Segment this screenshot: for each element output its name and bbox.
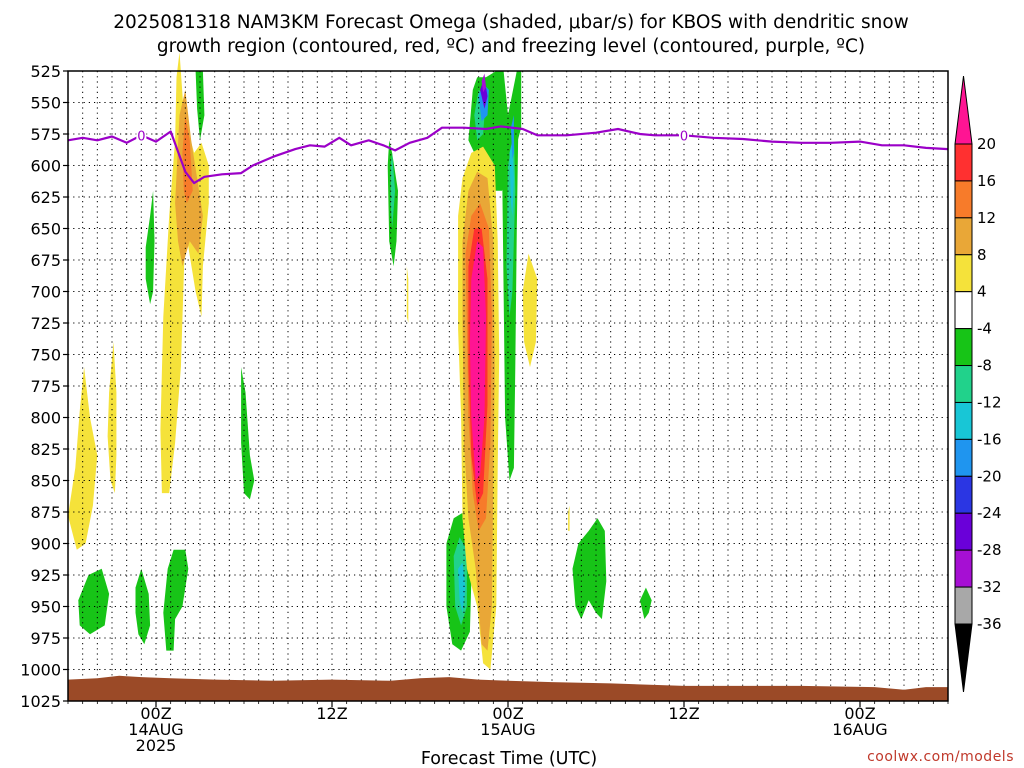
- x-tick-label: 12Z: [316, 704, 347, 723]
- omega-region: [107, 341, 117, 494]
- x-tick-label: 12Z: [668, 704, 699, 723]
- omega-region: [510, 115, 514, 160]
- freezing-level-label: 0: [680, 129, 688, 144]
- y-tick-label: 950: [30, 598, 61, 617]
- ground-fill: [68, 675, 948, 701]
- y-tick-label: 650: [30, 220, 61, 239]
- y-tick-label: 825: [30, 440, 61, 459]
- y-tick-label: 700: [30, 283, 61, 302]
- colorbar-bin: [954, 143, 973, 182]
- omega-region: [135, 568, 151, 645]
- omega-region: [195, 71, 205, 141]
- omega-region: [68, 367, 98, 550]
- freezing-level-label-bg: [136, 128, 147, 142]
- x-tick-label: 16AUG: [832, 720, 887, 739]
- colorbar-label: 12: [977, 209, 996, 227]
- omega-region: [509, 140, 514, 216]
- colorbar-bin: [954, 180, 973, 219]
- y-tick-label: 775: [30, 377, 61, 396]
- credit-text: coolwx.com/models: [867, 749, 1014, 765]
- colorbar-label: -4: [977, 320, 992, 338]
- colorbar-label: -32: [977, 578, 1002, 596]
- colorbar-label: -24: [977, 504, 1002, 522]
- colorbar-bin: [954, 365, 973, 403]
- y-tick-label: 575: [30, 125, 61, 144]
- omega-region: [390, 152, 396, 229]
- colorbar-label: 20: [977, 135, 996, 153]
- colorbar-bottom-triangle: [954, 623, 973, 693]
- omega-region: [572, 518, 607, 620]
- y-tick-label: 1000: [20, 661, 61, 680]
- freezing-level-label: 0: [137, 129, 145, 144]
- y-tick-label: 675: [30, 251, 61, 270]
- grid: [68, 71, 948, 701]
- y-tick-label: 1025: [20, 692, 61, 711]
- colorbar-bin: [954, 217, 973, 256]
- omega-region: [469, 241, 486, 481]
- colorbar-bin: [954, 586, 973, 625]
- colorbar-label: -8: [977, 357, 992, 375]
- x-tick-label: 14AUG: [128, 720, 183, 739]
- omega-region: [78, 568, 110, 635]
- x-tick-label: 00Z: [140, 704, 171, 723]
- colorbar-label: -36: [977, 615, 1002, 633]
- freezing-level-line: [67, 125, 949, 185]
- colorbar-bin: [954, 438, 973, 477]
- x-tick-label: 00Z: [844, 704, 875, 723]
- colorbar-bin: [954, 512, 973, 551]
- colorbar-label: 4: [977, 283, 987, 301]
- omega-region: [163, 549, 189, 651]
- y-tick-label: 525: [30, 62, 61, 81]
- y-tick-label: 800: [30, 409, 61, 428]
- y-tick-label: 900: [30, 535, 61, 554]
- ground: [68, 675, 948, 701]
- omega-region: [640, 587, 652, 620]
- y-axis: 525 550 575 600 625 650 675 700 725 750 775 800 825 8…: [20, 62, 68, 711]
- x-tick-label: 15AUG: [480, 720, 535, 739]
- colorbar-label: -12: [977, 393, 1002, 411]
- y-tick-label: 550: [30, 94, 61, 113]
- omega-region: [522, 253, 538, 368]
- y-tick-label: 750: [30, 346, 61, 365]
- y-tick-label: 975: [30, 629, 61, 648]
- x-tick-label: 00Z: [492, 704, 523, 723]
- omega-region: [481, 73, 486, 93]
- freezing-level-label-bg: [679, 128, 689, 142]
- colorbar-bin: [954, 291, 973, 330]
- y-tick-label: 625: [30, 188, 61, 207]
- colorbar-bin: [954, 549, 973, 588]
- chart-title-line-2: growth region (contoured, red, ºC) and f…: [157, 36, 865, 57]
- omega-region: [568, 505, 570, 531]
- colorbar-bin: [954, 401, 973, 440]
- omega-region: [160, 52, 209, 494]
- omega-region: [145, 190, 155, 305]
- colorbar: 20 16 12 8 4 -4 -8 -12 -16 -20 -24 -28 -32 -36: [954, 75, 1002, 693]
- colorbar-bin: [954, 328, 973, 367]
- colorbar-bin: [954, 475, 973, 514]
- colorbar-bin: [954, 254, 973, 293]
- y-tick-label: 600: [30, 157, 61, 176]
- chart-title-line-1: 2025081318 NAM3KM Forecast Omega (shaded…: [113, 12, 909, 33]
- y-tick-label: 875: [30, 503, 61, 522]
- colorbar-label: -28: [977, 541, 1002, 559]
- omega-shading: [68, 52, 652, 670]
- colorbar-label: 16: [977, 172, 996, 190]
- colorbar-label: -20: [977, 467, 1002, 485]
- omega-region: [406, 266, 409, 323]
- y-tick-label: 850: [30, 472, 61, 491]
- colorbar-label: 8: [977, 246, 987, 264]
- colorbar-label: -16: [977, 430, 1002, 448]
- x-axis-label: Forecast Time (UTC): [421, 749, 597, 768]
- x-tick-label: 2025: [136, 736, 177, 755]
- y-tick-label: 725: [30, 314, 61, 333]
- colorbar-top-triangle: [954, 75, 973, 145]
- y-tick-label: 925: [30, 566, 61, 585]
